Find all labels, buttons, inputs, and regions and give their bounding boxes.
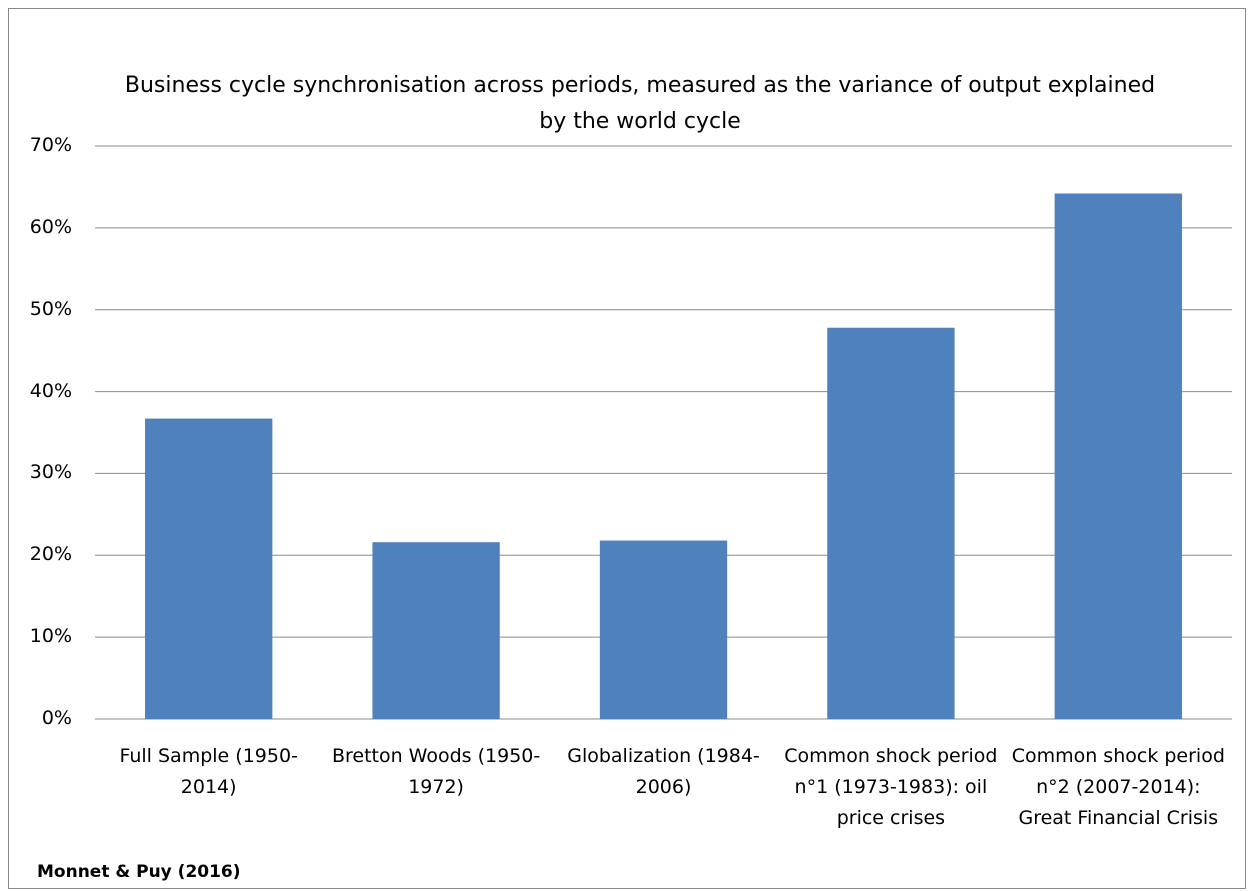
bar <box>599 540 728 719</box>
bar <box>827 327 955 719</box>
x-tick-label: Full Sample (1950-2014) <box>119 745 298 798</box>
x-tick-label: Common shock period n°1 (1973-1983): oil… <box>784 745 998 829</box>
chart-title: Business cycle synchronisation across pe… <box>124 73 1156 134</box>
bar <box>372 542 500 719</box>
chart-frame <box>8 8 1246 889</box>
y-tick-label: 50% <box>29 297 72 320</box>
x-tick-label: Bretton Woods (1950-1972) <box>331 745 541 798</box>
x-tick-label: Common shock period n°2 (2007-2014): Gre… <box>1011 745 1225 829</box>
y-tick-label: 30% <box>29 461 72 484</box>
x-tick-label: Globalization (1984-2006) <box>567 745 760 798</box>
y-tick-label: 10% <box>29 625 72 648</box>
y-tick-label: 60% <box>29 215 72 238</box>
bar <box>1054 193 1182 719</box>
y-tick-label: 20% <box>29 543 72 566</box>
bar <box>145 418 273 719</box>
y-tick-label: 40% <box>29 379 72 402</box>
source: Monnet & Puy (2016) <box>37 862 241 882</box>
y-tick-label: 0% <box>41 707 72 729</box>
y-tick-label: 70% <box>29 134 72 156</box>
